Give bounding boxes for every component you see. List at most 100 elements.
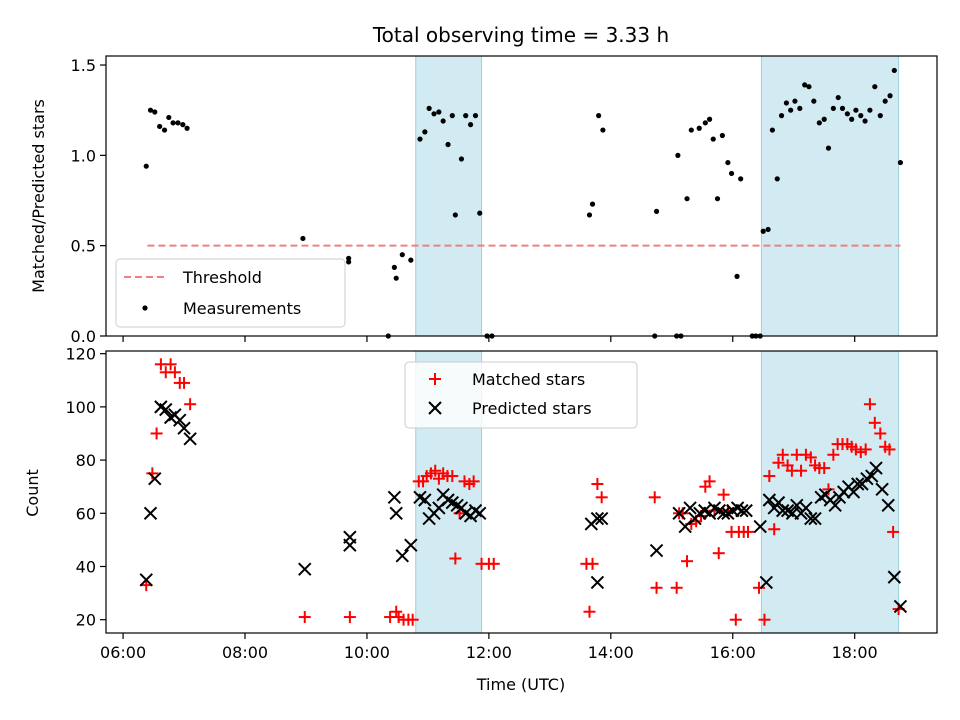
bottom-xtick-label-6: 18:00 [832, 643, 878, 662]
predicted-point-18 [418, 493, 432, 507]
bottom-ytick-label-5: 120 [65, 345, 96, 364]
matched-point-39 [595, 491, 608, 504]
predicted-point-35 [649, 543, 664, 558]
legend-matched-swatch [429, 373, 441, 385]
measurement-point-0 [143, 163, 149, 169]
predicted-point-2 [148, 471, 162, 486]
measurement-point-86 [891, 67, 897, 74]
top-ytick-label-3: 1.5 [71, 56, 96, 75]
measurement-point-49 [714, 196, 721, 202]
measurement-point-80 [862, 118, 868, 124]
matched-point-6 [168, 366, 181, 379]
predicted-point-59 [790, 498, 804, 513]
matched-point-85 [868, 416, 881, 429]
measurement-point-46 [702, 120, 708, 126]
predicted-point-45 [716, 506, 731, 520]
bottom-xtick-label-4: 14:00 [588, 643, 634, 662]
top-axes-frame [105, 55, 938, 337]
measurement-point-10 [300, 235, 306, 242]
matched-point-8 [178, 376, 191, 389]
measurement-point-31 [477, 210, 483, 216]
predicted-point-32 [590, 575, 605, 590]
measurement-point-60 [769, 127, 775, 133]
measurement-point-22 [436, 109, 442, 115]
bottom-axes: 20 40 60 80 100 120 06:00 08:00 10:00 12:00 14:00 1… [65, 345, 938, 662]
matched-point-75 [822, 483, 835, 496]
measurement-point-15 [393, 275, 399, 281]
bottom-xtick-label-0: 06:00 [100, 643, 146, 662]
measurement-point-84 [882, 98, 888, 104]
top-shaded-span-0 [415, 55, 483, 337]
predicted-point-36 [672, 506, 686, 520]
measurement-point-71 [821, 116, 827, 122]
matched-point-2 [150, 427, 163, 440]
predicted-point-51 [753, 519, 767, 534]
predicted-point-62 [804, 511, 818, 526]
matched-point-34 [487, 557, 500, 570]
measurement-point-59 [765, 226, 771, 233]
predicted-point-34 [594, 511, 609, 526]
measurement-point-20 [426, 105, 432, 111]
legend-predicted-swatch [428, 401, 442, 415]
measurement-point-81 [867, 107, 873, 113]
predicted-point-56 [776, 503, 790, 518]
measurement-point-43 [684, 196, 690, 202]
bottom-shaded-span-1 [760, 350, 900, 634]
measurement-point-48 [710, 136, 716, 142]
measurement-point-14 [391, 264, 397, 270]
predicted-point-53 [762, 493, 777, 507]
matched-point-84 [863, 398, 876, 411]
bottom-y-axis-label: Count [23, 469, 42, 517]
bottom-ytick-label-3: 80 [76, 451, 96, 470]
matched-point-5 [164, 358, 177, 371]
measurement-point-75 [839, 105, 846, 111]
measurement-point-53 [734, 273, 740, 279]
measurement-point-67 [802, 82, 808, 88]
measurement-point-52 [728, 170, 735, 177]
top-ytick-label-0: 0.0 [71, 327, 96, 346]
legend-predicted-label: Predicted stars [472, 399, 592, 418]
measurement-point-27 [458, 156, 465, 162]
measurement-point-65 [792, 98, 798, 104]
measurement-point-16 [399, 252, 405, 258]
measurement-point-83 [877, 113, 883, 119]
matched-point-61 [758, 613, 771, 626]
measurement-point-28 [463, 113, 469, 119]
matched-point-26 [446, 470, 459, 483]
predicted-point-37 [678, 519, 692, 534]
top-legend-box [115, 258, 346, 328]
bottom-ytick-label-1: 40 [76, 557, 96, 576]
matched-point-52 [712, 547, 725, 560]
matched-point-63 [768, 523, 781, 536]
matched-point-62 [763, 470, 776, 483]
measurement-point-3 [157, 123, 163, 130]
bottom-xtick-label-2: 10:00 [344, 643, 390, 662]
measurement-point-62 [778, 113, 785, 119]
bottom-xtick-label-1: 08:00 [222, 643, 268, 662]
measurement-point-78 [853, 107, 859, 113]
legend-matched-label: Matched stars [472, 370, 585, 389]
matched-point-31 [467, 475, 480, 488]
matched-point-9 [184, 398, 197, 411]
predicted-point-1 [143, 506, 158, 520]
measurement-point-54 [738, 176, 744, 182]
measurement-point-12 [346, 259, 352, 265]
measurement-point-45 [696, 125, 702, 131]
predicted-point-8 [177, 421, 191, 435]
matched-point-45 [681, 555, 694, 568]
measurement-point-8 [180, 122, 186, 128]
predicted-point-50 [739, 503, 753, 518]
legend-measurements-label: Measurements [183, 299, 301, 318]
matched-point-11 [343, 611, 356, 624]
measurement-point-58 [760, 228, 766, 234]
matched-point-17 [406, 613, 419, 626]
matched-point-59 [741, 525, 754, 538]
top-legend: Threshold Measurements [115, 258, 346, 328]
measurement-point-73 [830, 105, 836, 111]
top-shaded-span-1 [760, 55, 900, 337]
chart-title: Total observing time = 3.33 h [372, 23, 669, 47]
measurement-point-36 [596, 113, 602, 119]
matched-point-76 [827, 448, 840, 461]
predicted-point-67 [828, 498, 842, 513]
predicted-point-14 [389, 506, 403, 520]
